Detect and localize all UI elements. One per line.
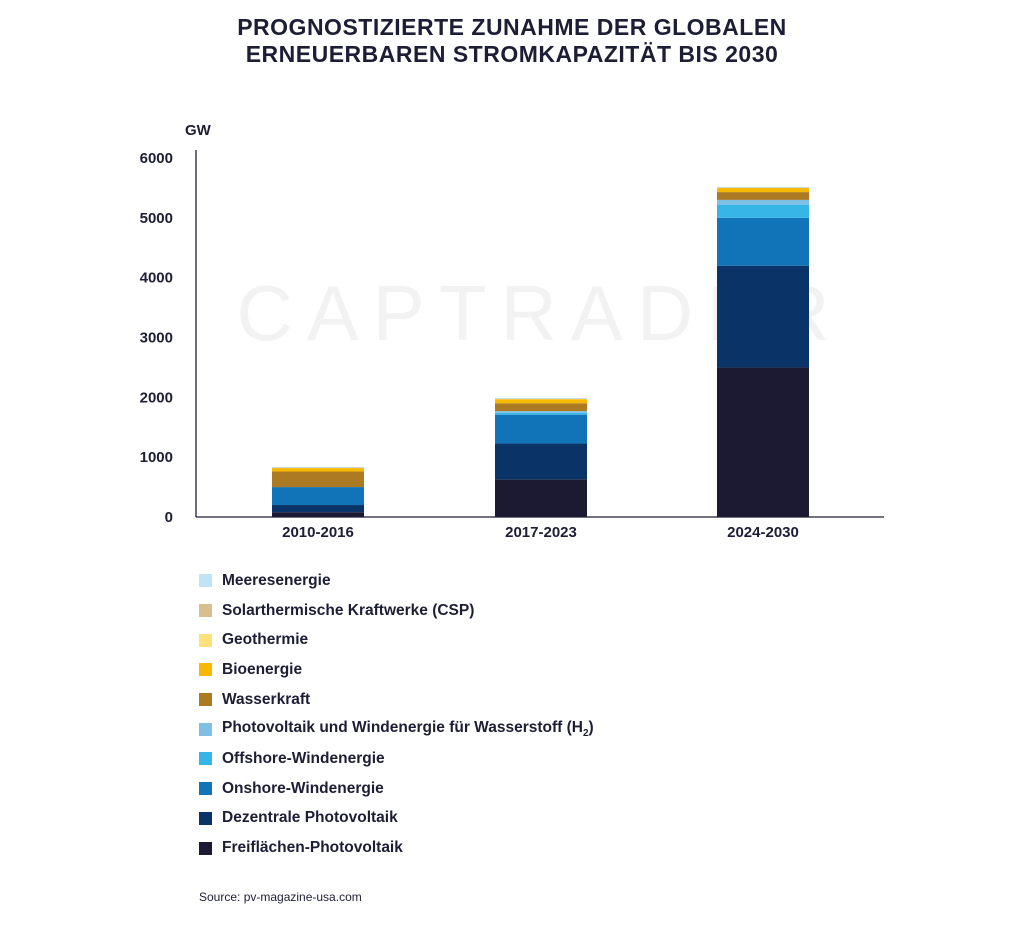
y-tick-label: 2000: [140, 389, 173, 406]
y-tick-label: 5000: [140, 210, 173, 227]
y-tick-label: 6000: [140, 150, 173, 167]
bar-segment: [495, 403, 587, 412]
legend-label: Onshore-Windenergie: [222, 780, 384, 798]
bar-segment: [717, 199, 809, 205]
legend-swatch: [199, 722, 212, 736]
bar-segment: [495, 414, 587, 444]
source-note: Source: pv-magazine-usa.com: [199, 890, 362, 904]
chart-title: PROGNOSTIZIERTE ZUNAHME DER GLOBALEN ERN…: [0, 14, 1024, 68]
legend-label-text: Meeresenergie: [222, 571, 331, 589]
bar-segment: [717, 192, 809, 200]
bar-segment: [272, 487, 364, 506]
bar-segment: [272, 505, 364, 513]
bar-segment: [495, 479, 587, 517]
legend-item: Dezentrale Photovoltaik: [199, 804, 594, 834]
bar-segment: [495, 443, 587, 480]
legend-label-text: Onshore-Windenergie: [222, 779, 384, 797]
chart-title-line-2: ERNEUERBAREN STROMKAPAZITÄT BIS 2030: [245, 41, 779, 67]
legend-item: Meeresenergie: [199, 566, 594, 596]
y-tick-label: 4000: [140, 270, 173, 287]
bar-segment: [495, 411, 587, 413]
bar-segment: [717, 187, 809, 193]
bar-segment: [717, 217, 809, 266]
legend-item: Onshore-Windenergie: [199, 774, 594, 804]
legend-swatch: [199, 663, 212, 677]
y-tick-label: 0: [165, 509, 173, 526]
legend-item: Photovoltaik und Windenergie für Wassers…: [199, 714, 594, 744]
y-axis-label: GW: [185, 122, 212, 139]
legend-label-text: Offshore-Windenergie: [222, 749, 385, 767]
legend-label-subscript: 2: [582, 728, 589, 740]
chart-title-line-1: PROGNOSTIZIERTE ZUNAHME DER GLOBALEN: [237, 14, 787, 40]
bar-segment: [717, 265, 809, 368]
legend-label: Photovoltaik und Windenergie für Wassers…: [222, 719, 594, 739]
legend-item: Wasserkraft: [199, 685, 594, 715]
legend-label-text: Geothermie: [222, 631, 309, 649]
legend-label: Bioenergie: [222, 661, 302, 679]
x-tick-label: 2024-2030: [727, 524, 799, 541]
x-tick-label: 2017-2023: [505, 524, 577, 541]
legend-label: Geothermie: [222, 631, 308, 649]
bar-segment: [717, 367, 809, 517]
legend-swatch: [199, 693, 212, 707]
legend-swatch: [199, 574, 212, 588]
bar-segment: [272, 512, 364, 517]
y-tick-label: 1000: [140, 449, 173, 466]
legend-swatch: [199, 841, 212, 855]
legend: Meeresenergie Solarthermische Kraftwerke …: [199, 566, 594, 863]
legend-label: Offshore-Windenergie: [222, 750, 385, 768]
legend-item: Geothermie: [199, 625, 594, 655]
legend-label: Meeresenergie: [222, 572, 331, 590]
y-tick-label: 3000: [140, 330, 173, 347]
bar-segment: [717, 186, 809, 188]
legend-item: Freiflächen-Photovoltaik: [199, 833, 594, 863]
bar-segment: [495, 398, 587, 399]
bar-segment: [272, 466, 364, 468]
bars-group: [272, 186, 809, 517]
legend-label: Dezentrale Photovoltaik: [222, 809, 398, 827]
x-tick-labels: 2010-2016 2017-2023 2024-2030: [282, 524, 799, 541]
legend-label-text: Freiflächen-Photovoltaik: [222, 839, 403, 857]
legend-label-text: Solarthermische Kraftwerke (CSP): [222, 601, 475, 619]
legend-item: Solarthermische Kraftwerke (CSP): [199, 596, 594, 626]
legend-label-text: Bioenergie: [222, 660, 303, 678]
legend-swatch: [199, 604, 212, 618]
legend-label-suffix: ): [588, 719, 594, 737]
bar-segment: [272, 467, 364, 472]
legend-swatch: [199, 782, 212, 796]
bar-segment: [495, 412, 587, 415]
x-tick-label: 2010-2016: [282, 524, 354, 541]
bar-segment: [717, 204, 809, 218]
legend-item: Bioenergie: [199, 655, 594, 685]
legend-label: Solarthermische Kraftwerke (CSP): [222, 602, 474, 620]
legend-swatch: [199, 633, 212, 647]
legend-label-text: Wasserkraft: [222, 690, 311, 708]
bar-segment: [495, 399, 587, 404]
legend-label: Freiflächen-Photovoltaik: [222, 839, 403, 857]
legend-swatch: [199, 752, 212, 766]
legend-label-text: Photovoltaik und Windenergie für Wassers…: [222, 719, 583, 737]
legend-swatch: [199, 811, 212, 825]
legend-label: Wasserkraft: [222, 691, 310, 709]
bar-segment: [272, 471, 364, 488]
legend-item: Offshore-Windenergie: [199, 744, 594, 774]
legend-label-text: Dezentrale Photovoltaik: [222, 809, 398, 827]
y-tick-labels: 0 1000 2000 3000 4000 5000 6000: [140, 150, 173, 526]
